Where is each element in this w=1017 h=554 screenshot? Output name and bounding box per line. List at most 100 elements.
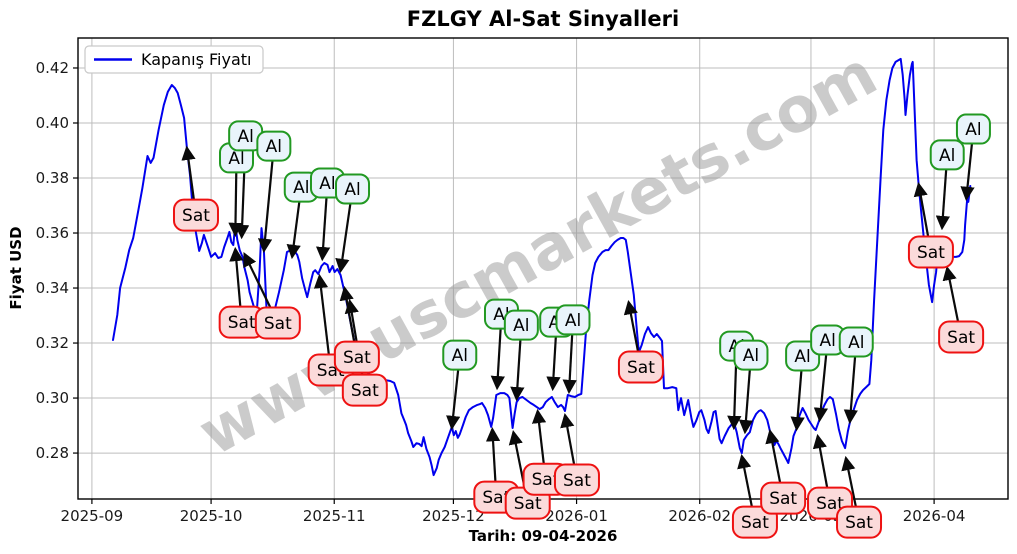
al-bubble-shape	[335, 173, 371, 205]
signal-bubble-sat: Sat	[760, 481, 807, 515]
sat-bubble-label: Sat	[917, 243, 945, 263]
signal-bubble-al: Al	[929, 139, 965, 171]
al-bubble-shape	[442, 339, 478, 371]
sat-bubble-shape	[172, 198, 219, 232]
sat-bubble-label: Sat	[947, 328, 975, 348]
al-bubble-label: Al	[848, 333, 864, 353]
sat-bubble-label: Sat	[514, 494, 542, 514]
sat-bubble-label: Sat	[769, 489, 797, 509]
sat-bubble-label: Sat	[845, 513, 873, 533]
signal-bubble-al: Al	[955, 113, 991, 145]
chart-title: FZLGY Al-Sat Sinyalleri	[407, 7, 679, 31]
y-tick-label: 0.32	[36, 334, 69, 352]
x-tick-label: 2025-12	[422, 507, 485, 525]
signal-bubble-sat: Sat	[807, 486, 854, 520]
sat-bubble-label: Sat	[532, 470, 560, 490]
x-tick-label: 2026-02	[668, 507, 731, 525]
sat-bubble-shape	[341, 373, 388, 407]
al-bubble-label: Al	[743, 346, 759, 366]
al-bubble-label: Al	[266, 137, 282, 157]
sat-bubble-label: Sat	[182, 206, 210, 226]
al-bubble-label: Al	[344, 180, 360, 200]
sat-bubble-shape	[907, 235, 954, 269]
x-axis-label: Tarih: 09-04-2026	[469, 527, 618, 545]
y-tick-label: 0.36	[36, 224, 69, 242]
y-tick-label: 0.38	[36, 169, 69, 187]
al-bubble-label: Al	[513, 316, 529, 336]
al-bubble-label: Al	[237, 127, 253, 147]
signal-bubble-sat: Sat	[553, 463, 600, 497]
signal-bubble-sat: Sat	[172, 198, 219, 232]
signal-bubble-sat: Sat	[254, 306, 301, 340]
al-bubble-shape	[256, 130, 292, 162]
sat-bubble-label: Sat	[741, 513, 769, 533]
signal-bubble-al: Al	[442, 339, 478, 371]
al-bubble-label: Al	[965, 120, 981, 140]
y-tick-label: 0.40	[36, 114, 69, 132]
al-bubble-shape	[838, 326, 874, 358]
signal-bubble-al: Al	[256, 130, 292, 162]
al-bubble-label: Al	[794, 347, 810, 367]
signal-bubble-al: Al	[733, 339, 769, 371]
x-tick-label: 2025-11	[303, 507, 366, 525]
al-bubble-shape	[733, 339, 769, 371]
x-tick-label: 2025-10	[180, 507, 243, 525]
signal-bubble-sat: Sat	[333, 340, 380, 374]
al-bubble-shape	[955, 113, 991, 145]
sat-bubble-shape	[836, 505, 883, 539]
al-bubble-label: Al	[819, 331, 835, 351]
signal-bubble-al: Al	[555, 304, 591, 336]
al-bubble-label: Al	[293, 178, 309, 198]
signal-bubble-sat: Sat	[731, 505, 778, 539]
y-tick-label: 0.34	[36, 279, 69, 297]
signal-bubble-al: Al	[838, 326, 874, 358]
al-bubble-shape	[503, 309, 539, 341]
y-tick-label: 0.42	[36, 59, 69, 77]
sat-bubble-label: Sat	[343, 348, 371, 368]
signal-bubble-sat: Sat	[341, 373, 388, 407]
al-bubble-label: Al	[939, 146, 955, 166]
legend: Kapanış Fiyatı	[84, 45, 264, 74]
y-tick-label: 0.30	[36, 389, 69, 407]
sat-bubble-shape	[731, 505, 778, 539]
sat-bubble-shape	[760, 481, 807, 515]
sat-bubble-label: Sat	[351, 381, 379, 401]
x-tick-label: 2025-09	[61, 507, 124, 525]
sat-bubble-shape	[617, 350, 664, 384]
signal-bubble-sat: Sat	[907, 235, 954, 269]
sat-bubble-label: Sat	[816, 494, 844, 514]
al-bubble-label: Al	[565, 311, 581, 331]
sat-bubble-shape	[333, 340, 380, 374]
legend-box	[84, 45, 264, 74]
sat-bubble-label: Sat	[627, 358, 655, 378]
sat-bubble-label: Sat	[228, 313, 256, 333]
y-tick-label: 0.28	[36, 444, 69, 462]
sat-bubble-label: Sat	[482, 488, 510, 508]
sat-bubble-label: Sat	[563, 471, 591, 491]
signal-bubble-al: Al	[810, 324, 846, 356]
x-tick-label: 2026-01	[545, 507, 608, 525]
signal-arrow	[257, 145, 275, 254]
signal-bubble-sat: Sat	[938, 320, 985, 354]
sat-bubble-shape	[553, 463, 600, 497]
al-bubble-label: Al	[228, 149, 244, 169]
x-tick-label: 2026-04	[903, 507, 966, 525]
y-axis-label: Fiyat USD	[7, 226, 25, 309]
signal-bubble-al: Al	[335, 173, 371, 205]
sat-bubble-label: Sat	[264, 314, 292, 334]
al-bubble-label: Al	[319, 174, 335, 194]
sat-bubble-shape	[254, 306, 301, 340]
signal-bubble-sat: Sat	[836, 505, 883, 539]
signal-bubble-sat: Sat	[617, 350, 664, 384]
signal-bubble-al: Al	[503, 309, 539, 341]
al-bubble-label: Al	[452, 346, 468, 366]
sat-bubble-shape	[938, 320, 985, 354]
al-bubble-shape	[929, 139, 965, 171]
signal-bubble-al: Al	[228, 120, 264, 152]
al-bubble-shape	[555, 304, 591, 336]
legend-label: Kapanış Fiyatı	[141, 50, 251, 69]
